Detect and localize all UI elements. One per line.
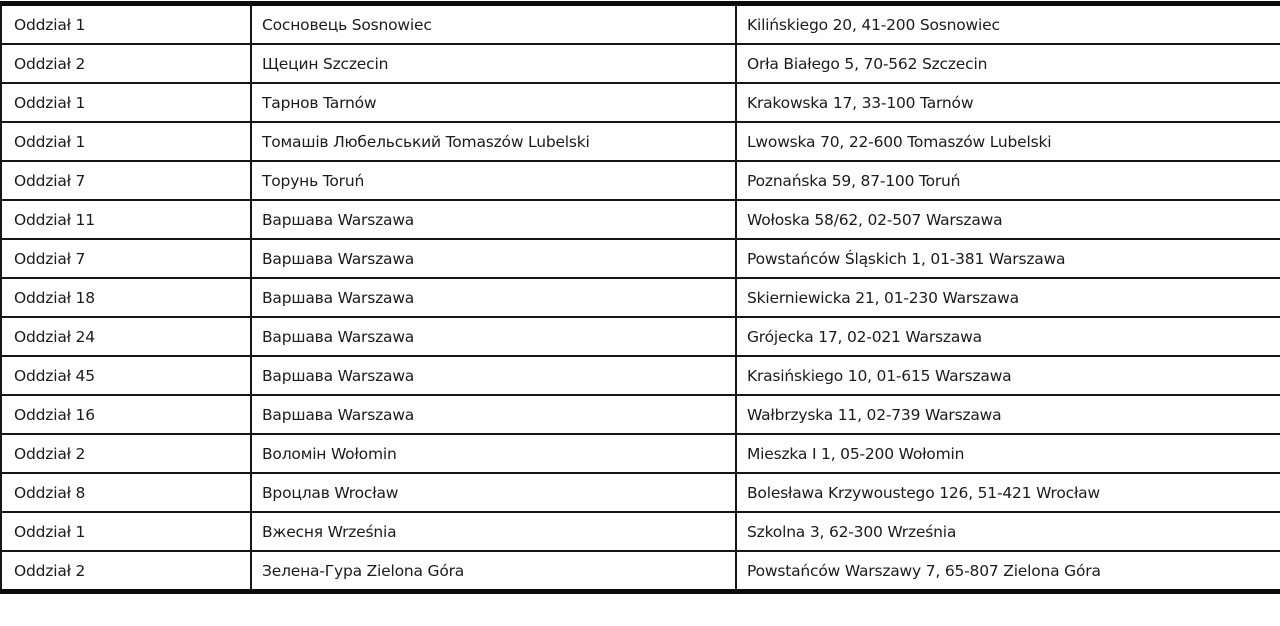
address-cell: Lwowska 70, 22-600 Tomaszów Lubelski <box>735 121 1280 162</box>
table-row: Oddział 1 Тарнов Tarnów Krakowska 17, 33… <box>0 82 1280 123</box>
branch-cell: Oddział 1 <box>0 121 252 162</box>
address-cell: Kilińskiego 20, 41-200 Sosnowiec <box>735 2 1280 45</box>
city-cell: Варшава Warszawa <box>250 394 737 435</box>
city-cell: Торунь Toruń <box>250 160 737 201</box>
city-cell: Варшава Warszawa <box>250 355 737 396</box>
branch-cell: Oddział 11 <box>0 199 252 240</box>
table-row: Oddział 45 Варшава Warszawa Krasińskiego… <box>0 355 1280 396</box>
city-cell: Томашів Любельський Tomaszów Lubelski <box>250 121 737 162</box>
city-cell: Сосновець Sosnowiec <box>250 2 737 45</box>
address-cell: Mieszka I 1, 05-200 Wołomin <box>735 433 1280 474</box>
address-cell: Skierniewicka 21, 01-230 Warszawa <box>735 277 1280 318</box>
city-cell: Варшава Warszawa <box>250 277 737 318</box>
table-row: Oddział 7 Варшава Warszawa Powstańców Śl… <box>0 238 1280 279</box>
branch-cell: Oddział 8 <box>0 472 252 513</box>
city-cell: Варшава Warszawa <box>250 316 737 357</box>
city-cell: Зелена-Гура Zielona Góra <box>250 550 737 593</box>
table-row: Oddział 1 Сосновець Sosnowiec Kilińskieg… <box>0 2 1280 45</box>
branch-cell: Oddział 1 <box>0 511 252 552</box>
city-cell: Вжесня Września <box>250 511 737 552</box>
branch-cell: Oddział 18 <box>0 277 252 318</box>
branch-cell: Oddział 2 <box>0 433 252 474</box>
branch-cell: Oddział 24 <box>0 316 252 357</box>
address-cell: Szkolna 3, 62-300 Września <box>735 511 1280 552</box>
table-row: Oddział 2 Зелена-Гура Zielona Góra Powst… <box>0 550 1280 593</box>
table-row: Oddział 11 Варшава Warszawa Wołoska 58/6… <box>0 199 1280 240</box>
table-row: Oddział 1 Вжесня Września Szkolna 3, 62-… <box>0 511 1280 552</box>
branch-cell: Oddział 1 <box>0 2 252 45</box>
address-cell: Krasińskiego 10, 01-615 Warszawa <box>735 355 1280 396</box>
table-row: Oddział 18 Варшава Warszawa Skierniewick… <box>0 277 1280 318</box>
branch-cell: Oddział 2 <box>0 550 252 593</box>
table-row: Oddział 24 Варшава Warszawa Grójecka 17,… <box>0 316 1280 357</box>
address-cell: Orła Białego 5, 70-562 Szczecin <box>735 43 1280 84</box>
table-row: Oddział 7 Торунь Toruń Poznańska 59, 87-… <box>0 160 1280 201</box>
table-row: Oddział 8 Вроцлав Wrocław Bolesława Krzy… <box>0 472 1280 513</box>
city-cell: Вроцлав Wrocław <box>250 472 737 513</box>
address-cell: Krakowska 17, 33-100 Tarnów <box>735 82 1280 123</box>
table-row: Oddział 16 Варшава Warszawa Wałbrzyska 1… <box>0 394 1280 435</box>
address-cell: Bolesława Krzywoustego 126, 51-421 Wrocł… <box>735 472 1280 513</box>
branch-cell: Oddział 1 <box>0 82 252 123</box>
table-row: Oddział 1 Томашів Любельський Tomaszów L… <box>0 121 1280 162</box>
table-row: Oddział 2 Воломін Wołomin Mieszka I 1, 0… <box>0 433 1280 474</box>
address-cell: Wałbrzyska 11, 02-739 Warszawa <box>735 394 1280 435</box>
branch-cell: Oddział 2 <box>0 43 252 84</box>
address-cell: Poznańska 59, 87-100 Toruń <box>735 160 1280 201</box>
table-row: Oddział 2 Щецин Szczecin Orła Białego 5,… <box>0 43 1280 84</box>
city-cell: Варшава Warszawa <box>250 238 737 279</box>
city-cell: Воломін Wołomin <box>250 433 737 474</box>
branches-table: Oddział 1 Сосновець Sosnowiec Kilińskieg… <box>0 1 1280 594</box>
address-cell: Powstańców Śląskich 1, 01-381 Warszawa <box>735 238 1280 279</box>
branches-table-body: Oddział 1 Сосновець Sosnowiec Kilińskieg… <box>0 2 1280 593</box>
address-cell: Powstańców Warszawy 7, 65-807 Zielona Gó… <box>735 550 1280 593</box>
branch-cell: Oddział 45 <box>0 355 252 396</box>
city-cell: Щецин Szczecin <box>250 43 737 84</box>
city-cell: Варшава Warszawa <box>250 199 737 240</box>
address-cell: Grójecka 17, 02-021 Warszawa <box>735 316 1280 357</box>
branch-cell: Oddział 16 <box>0 394 252 435</box>
branch-cell: Oddział 7 <box>0 160 252 201</box>
branch-cell: Oddział 7 <box>0 238 252 279</box>
city-cell: Тарнов Tarnów <box>250 82 737 123</box>
address-cell: Wołoska 58/62, 02-507 Warszawa <box>735 199 1280 240</box>
